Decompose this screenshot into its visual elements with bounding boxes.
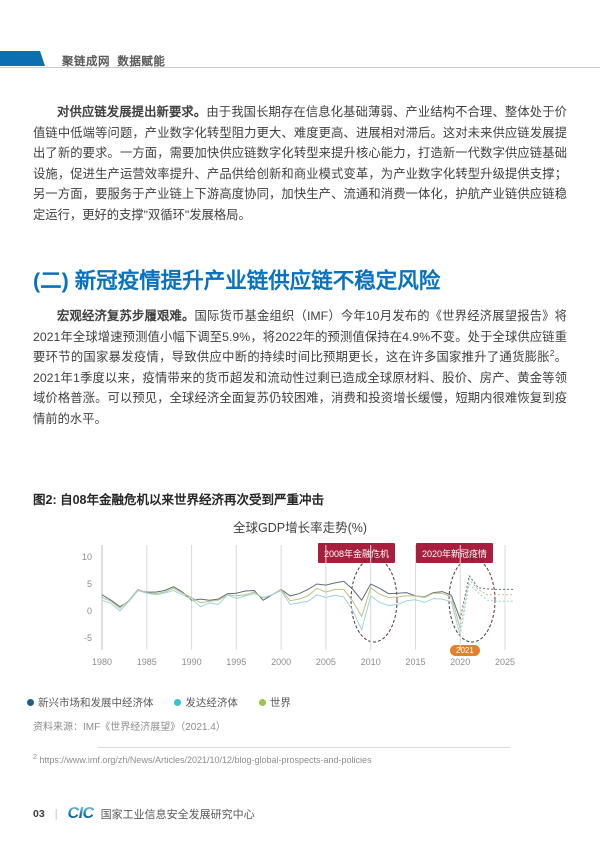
svg-text:2005: 2005 xyxy=(316,657,336,667)
svg-text:1995: 1995 xyxy=(226,657,246,667)
svg-text:2010: 2010 xyxy=(361,657,381,667)
svg-text:2025: 2025 xyxy=(495,657,515,667)
svg-text:0: 0 xyxy=(87,606,92,616)
svg-text:2015: 2015 xyxy=(405,657,425,667)
svg-text:10: 10 xyxy=(82,552,92,562)
svg-text:2000: 2000 xyxy=(271,657,291,667)
svg-text:1985: 1985 xyxy=(137,657,157,667)
svg-text:1980: 1980 xyxy=(92,657,112,667)
svg-text:2020: 2020 xyxy=(450,657,470,667)
svg-text:-5: -5 xyxy=(84,633,92,643)
svg-text:5: 5 xyxy=(87,579,92,589)
svg-text:1990: 1990 xyxy=(182,657,202,667)
